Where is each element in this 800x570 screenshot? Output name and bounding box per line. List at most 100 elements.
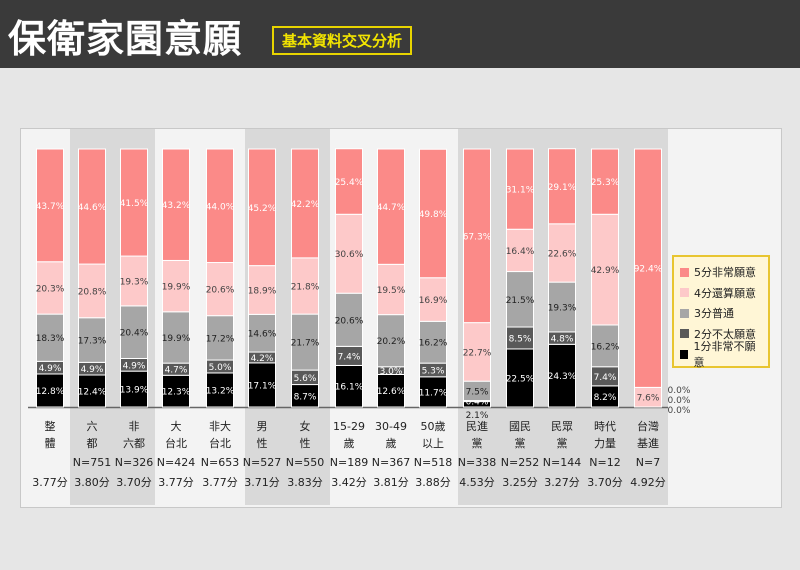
data-label: 5.0% xyxy=(209,363,232,373)
data-label: 12.6% xyxy=(377,387,406,397)
bar-segment xyxy=(36,148,64,263)
bar-segment xyxy=(248,362,276,408)
bar-segment xyxy=(591,148,619,215)
data-label: 17.1% xyxy=(248,381,277,391)
bar-segment xyxy=(377,148,405,265)
data-label: 12.3% xyxy=(162,388,191,398)
bar-segment xyxy=(291,148,319,259)
mean-score-label: 3.71分 xyxy=(244,476,280,489)
data-label: 0.0% xyxy=(668,386,691,396)
data-label: 5.6% xyxy=(294,374,317,384)
data-label: 13.2% xyxy=(206,386,235,396)
data-label: 4.7% xyxy=(165,366,188,376)
bar-segment xyxy=(377,263,405,316)
category-label-line1: 台灣 xyxy=(637,419,659,433)
data-label: 21.5% xyxy=(506,296,535,306)
data-label: 18.9% xyxy=(248,286,277,296)
category-label-line2: 黨 xyxy=(557,436,568,450)
data-label: 31.1% xyxy=(506,186,535,196)
data-label: 7.4% xyxy=(338,352,361,362)
bar-segment xyxy=(591,324,619,368)
legend-swatch xyxy=(680,349,689,359)
sample-size-label: N=367 xyxy=(372,456,410,469)
data-label: 11.7% xyxy=(419,388,448,398)
data-label: 45.2% xyxy=(248,204,277,214)
mean-score-label: 3.77分 xyxy=(202,476,238,489)
data-label: 44.6% xyxy=(78,203,107,213)
legend-label: 4分還算願意 xyxy=(694,286,756,300)
legend-swatch xyxy=(680,308,689,318)
data-label: 22.7% xyxy=(463,348,492,358)
bar-segment xyxy=(335,213,363,294)
category-label-line2: 基進 xyxy=(637,437,659,450)
legend-swatch xyxy=(680,267,689,277)
mean-score-label: 3.77分 xyxy=(158,476,194,489)
data-label: 16.2% xyxy=(591,342,620,352)
bar-segment xyxy=(162,311,190,364)
sample-size-label: N=653 xyxy=(201,456,239,469)
bar-segment xyxy=(335,292,363,347)
sample-size-label: N=189 xyxy=(330,456,368,469)
legend-item: 1分非常不願意 xyxy=(680,340,762,369)
sample-size-label: N=527 xyxy=(243,456,281,469)
bar-segment xyxy=(335,364,363,408)
bar-segment xyxy=(206,148,234,264)
data-label: 18.3% xyxy=(36,334,65,344)
data-label: 44.7% xyxy=(377,203,406,213)
data-label: 21.8% xyxy=(291,282,320,292)
data-label: 3.0% xyxy=(380,367,403,377)
bar-segment xyxy=(120,370,148,408)
data-label: 19.9% xyxy=(162,283,191,293)
data-label: 7.6% xyxy=(637,394,660,404)
data-label: 22.5% xyxy=(506,374,535,384)
data-label: 21.7% xyxy=(291,339,320,349)
bar-segment xyxy=(419,148,447,279)
category-label-line2: 台北 xyxy=(209,436,231,450)
data-label: 8.5% xyxy=(509,334,532,344)
category-label-line1: 非大 xyxy=(209,419,231,433)
bar-segment xyxy=(548,223,576,283)
data-label: 16.4% xyxy=(506,247,535,257)
data-label: 0.4% xyxy=(466,398,489,408)
data-label: 20.6% xyxy=(335,316,364,326)
sample-size-label: N=550 xyxy=(286,456,324,469)
data-label: 0.0% xyxy=(668,406,691,416)
mean-score-label: 3.70分 xyxy=(587,476,623,489)
data-label: 67.3% xyxy=(463,232,492,242)
data-label: 19.9% xyxy=(162,334,191,344)
data-label: 19.3% xyxy=(548,304,577,314)
legend-item: 4分還算願意 xyxy=(680,283,762,304)
page-subtitle: 基本資料交叉分析 xyxy=(272,26,413,55)
category-label-line1: 民眾 xyxy=(551,420,573,433)
category-label-line2: 六都 xyxy=(123,437,145,450)
category-label-line1: 民進 xyxy=(466,420,488,433)
bar-segment xyxy=(120,255,148,307)
bar-segment xyxy=(506,348,534,408)
category-label-line2: 歲 xyxy=(344,436,355,450)
data-label: 25.3% xyxy=(591,178,620,188)
data-label: 4.8% xyxy=(551,335,574,345)
bar-segment xyxy=(377,314,405,368)
bar-segment xyxy=(591,213,619,326)
data-label: 4.2% xyxy=(251,354,274,364)
legend-label: 1分非常不願意 xyxy=(693,340,756,370)
sample-size-label: N=252 xyxy=(501,456,539,469)
data-label: 4.9% xyxy=(39,364,62,374)
bar-segment xyxy=(78,374,106,408)
bar-segment xyxy=(634,148,662,388)
mean-score-label: 4.53分 xyxy=(459,476,495,489)
sample-size-label: N=424 xyxy=(157,456,195,469)
category-label-line2: 體 xyxy=(45,437,56,450)
data-label: 17.3% xyxy=(78,337,107,347)
mean-score-label: 3.70分 xyxy=(116,476,152,489)
header-bar: 保衛家園意願 基本資料交叉分析 xyxy=(0,0,800,68)
bar-segment xyxy=(78,148,106,265)
category-label-line2: 性 xyxy=(300,436,311,450)
data-label: 16.2% xyxy=(419,339,448,349)
data-label: 2.1% xyxy=(466,411,489,421)
data-label: 17.2% xyxy=(206,334,235,344)
bar-segment xyxy=(548,281,576,333)
category-label-line1: 30-49 xyxy=(375,420,407,433)
data-label: 8.7% xyxy=(294,392,317,402)
bar-segment xyxy=(36,261,64,315)
